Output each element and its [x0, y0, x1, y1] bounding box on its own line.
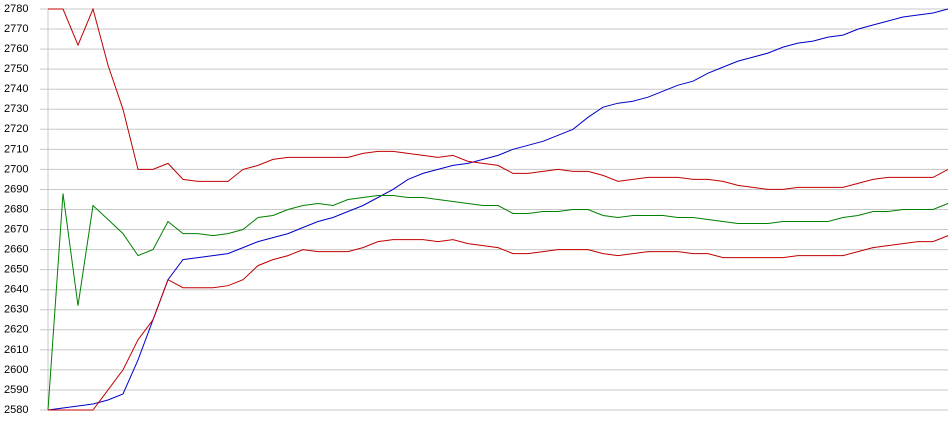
y-tick-label: 2590	[4, 384, 28, 396]
y-tick-label: 2680	[4, 203, 28, 215]
series-line	[48, 7, 949, 190]
y-tick-label: 2600	[4, 364, 28, 376]
y-tick-label: 2690	[4, 183, 28, 195]
y-tick-label: 2610	[4, 344, 28, 356]
series-line	[47, 193, 949, 411]
y-tick-label: 2730	[4, 103, 28, 115]
y-tick-label: 2700	[4, 163, 28, 175]
y-tick-label: 2780	[4, 3, 28, 15]
y-tick-label: 2640	[4, 284, 28, 296]
y-tick-label: 2720	[4, 123, 28, 135]
y-tick-label: 2750	[4, 63, 28, 75]
y-tick-label: 2670	[4, 223, 28, 235]
y-tick-label: 2710	[4, 143, 28, 155]
y-tick-label: 2740	[4, 83, 28, 95]
y-tick-label: 2620	[4, 324, 28, 336]
y-tick-label: 2650	[4, 264, 28, 276]
y-tick-label: 2630	[4, 304, 28, 316]
y-tick-label: 2770	[4, 23, 28, 35]
y-tick-label: 2760	[4, 43, 28, 55]
y-tick-label: 2580	[4, 404, 28, 416]
y-tick-label: 2660	[4, 244, 28, 256]
series-line	[47, 8, 949, 411]
series-line	[48, 235, 949, 411]
